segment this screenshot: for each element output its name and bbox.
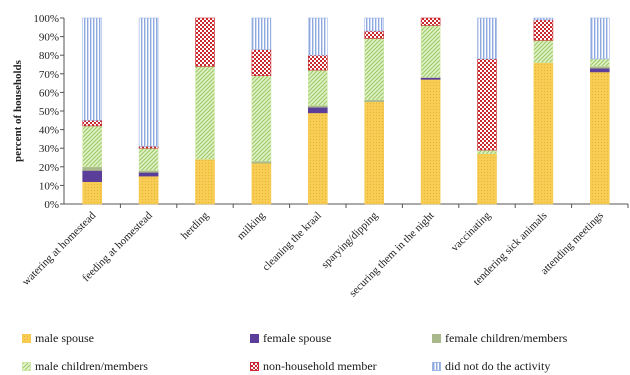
legend-swatch [22, 362, 31, 371]
bar-segment-non-household-member [477, 58, 497, 151]
y-tick-label: 10% [39, 180, 59, 192]
bar-segment-did-not-do-the-activity [477, 17, 497, 60]
legend-swatch [250, 362, 259, 371]
bar-segment-non-household-member [251, 49, 272, 76]
x-tick-label: vaccinating [449, 209, 494, 254]
y-axis-title: percent of households [12, 59, 24, 162]
legend-swatch [250, 334, 259, 343]
bar-segment-non-household-member [195, 17, 215, 67]
legend-swatch [432, 334, 441, 343]
bar-segment-male-spouse [307, 112, 328, 205]
bar-segment-male-children-members [364, 38, 385, 101]
legend-label: male spouse [35, 331, 94, 345]
legend-item-female-children-members: female children/members [432, 331, 567, 346]
bar-segment-did-not-do-the-activity [533, 17, 554, 21]
bar-segment-male-spouse [533, 62, 554, 205]
bar-segment-male-spouse [195, 159, 215, 205]
chart-legend: male spouse female spouse female children/… [0, 322, 630, 374]
y-tick-label: 20% [39, 162, 59, 174]
bar-segment-non-household-member [82, 120, 102, 127]
bar-segment-male-children-members [307, 69, 328, 106]
bar-segment-male-children-members [195, 66, 215, 160]
legend-label: non-household member [263, 359, 377, 373]
bar-segment-non-household-member [307, 54, 328, 71]
bar-segment-male-spouse [251, 162, 272, 205]
bar-segment-male-spouse [589, 71, 610, 205]
bar-segment-non-household-member [533, 19, 554, 41]
x-tick-label: milking [235, 209, 268, 242]
x-tick-label: cleaning the kraal [260, 210, 324, 274]
legend-label: male children/members [35, 359, 148, 373]
bar-segment-female-children-members [82, 166, 102, 171]
bar-segment-did-not-do-the-activity [138, 17, 159, 147]
legend-item-female-spouse: female spouse [250, 331, 331, 346]
bar-segment-male-children-members [82, 125, 102, 168]
bar-segment-did-not-do-the-activity [307, 17, 328, 56]
legend-item-male-children-members: male children/members [22, 359, 148, 374]
legend-swatch [432, 362, 441, 371]
y-tick-label: 40% [39, 125, 59, 137]
y-tick-label: 50% [39, 106, 59, 118]
legend-label: female spouse [263, 331, 332, 345]
stacked-bar-chart: percent of households 0% 10% 20% 30% 40% 50% 6… [12, 13, 629, 299]
y-tick-label: 80% [39, 50, 59, 62]
bar-segment-female-spouse [82, 170, 102, 182]
y-tick-label: 0% [44, 199, 59, 211]
bar-segment-male-children-members [420, 25, 441, 78]
legend-item-did-not-do-the-activity: did not do the activity [432, 359, 550, 374]
y-tick-label: 30% [39, 143, 59, 155]
y-tick-label: 90% [39, 32, 59, 44]
bar-segment-male-spouse [138, 175, 159, 205]
bar-segment-male-spouse [364, 101, 385, 205]
bar-segment-non-household-member [420, 17, 441, 26]
legend-label: female children/members [445, 331, 568, 345]
bar-segment-male-children-members [138, 147, 159, 171]
bar-segment-male-spouse [420, 79, 441, 205]
bar-segment-female-spouse [138, 172, 159, 177]
legend-swatch [22, 334, 31, 343]
x-tick-label: herding [179, 209, 212, 242]
y-tick-label: 100% [33, 13, 59, 25]
bar-segment-male-children-members [477, 149, 497, 155]
bar-segment-female-spouse [307, 106, 328, 114]
legend-item-male-spouse: male spouse [22, 331, 94, 346]
x-tick-label: sparying/dipping [319, 209, 381, 271]
bar-segment-did-not-do-the-activity [82, 17, 102, 121]
bar-segment-male-children-members [533, 40, 554, 63]
bar-segment-male-spouse [477, 153, 497, 205]
bar-segment-did-not-do-the-activity [364, 17, 385, 32]
bar-segment-non-household-member [364, 30, 385, 39]
x-tick-label: attending meetings [538, 210, 605, 277]
bar-segment-male-spouse [82, 181, 102, 205]
legend-label: did not do the activity [445, 359, 551, 373]
legend-item-non-household-member: non-household member [250, 359, 377, 374]
bar-segment-did-not-do-the-activity [251, 17, 272, 50]
bar-segment-male-children-members [251, 75, 272, 162]
y-tick-label: 70% [39, 69, 59, 81]
bar-segment-male-children-members [589, 58, 610, 67]
bar-segment-female-spouse [589, 67, 610, 73]
y-tick-label: 60% [39, 87, 59, 99]
bar-segment-did-not-do-the-activity [589, 17, 610, 60]
